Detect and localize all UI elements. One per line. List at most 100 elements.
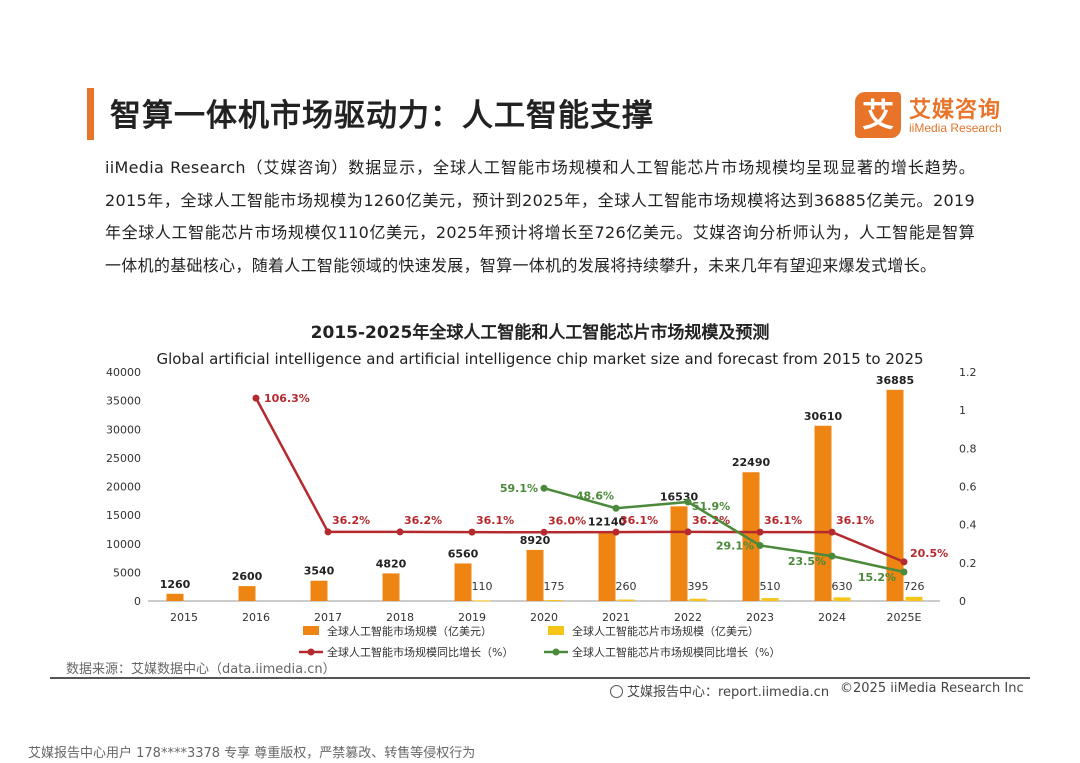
- chip-growth-label: 59.1%: [500, 482, 538, 495]
- x-tick-label: 2024: [818, 611, 846, 624]
- x-tick-label: 2025E: [887, 611, 922, 624]
- x-tick-label: 2022: [674, 611, 702, 624]
- legend-label: 全球人工智能市场规模（亿美元）: [327, 624, 492, 638]
- ai-growth-label: 36.1%: [836, 514, 874, 527]
- x-tick-label: 2015: [170, 611, 198, 624]
- ai-growth-label: 36.0%: [548, 514, 586, 527]
- ai-growth-point: [396, 528, 404, 536]
- ai-market-bar: [742, 472, 760, 601]
- x-tick-label: 2017: [314, 611, 342, 624]
- ai-growth-point: [540, 528, 548, 536]
- chip-market-bar-label: 260: [616, 580, 637, 593]
- globe-icon: [610, 685, 623, 698]
- ai-growth-point: [324, 528, 332, 536]
- ai-market-bar-label: 36885: [876, 374, 914, 387]
- ai-growth-label: 106.3%: [264, 392, 310, 405]
- chip-market-bar-label: 630: [832, 580, 853, 593]
- ai-growth-line: [254, 397, 905, 564]
- ai-market-bar: [454, 563, 472, 601]
- chip-market-bar: [761, 598, 779, 601]
- ai-growth-point: [756, 528, 764, 536]
- legend-swatch-dot: [307, 648, 315, 656]
- chip-growth-label: 23.5%: [788, 555, 826, 568]
- chip-market-bar-label: 175: [544, 580, 565, 593]
- x-tick-label: 2023: [746, 611, 774, 624]
- y-left-tick-label: 35000: [106, 395, 141, 408]
- chip-market-bar-label: 110: [472, 580, 493, 593]
- chip-market-bar-label: 726: [904, 580, 925, 593]
- report-center-link[interactable]: 艾媒报告中心：report.iimedia.cn: [610, 681, 829, 700]
- chart-title: 2015-2025年全球人工智能和人工智能芯片市场规模及预测: [310, 323, 770, 343]
- ai-market-bar: [814, 425, 832, 601]
- ai-market-bar-label: 3540: [304, 565, 335, 578]
- ai-growth-label: 36.1%: [764, 514, 802, 527]
- y-left-tick-label: 0: [134, 595, 141, 608]
- ai-market-bar-label: 2600: [232, 570, 263, 583]
- y-right-tick-label: 0.4: [959, 519, 977, 532]
- title-accent-bar: [87, 88, 94, 140]
- ai-market-bar: [886, 389, 904, 601]
- ai-market-bar-label: 4820: [376, 557, 407, 570]
- y-left-tick-label: 40000: [106, 366, 141, 379]
- ai-market-bar-label: 6560: [448, 547, 479, 560]
- footer-divider: [50, 677, 1030, 679]
- legend-label: 全球人工智能芯片市场规模（亿美元）: [572, 624, 759, 638]
- y-left-tick-label: 5000: [113, 566, 141, 579]
- chip-growth-point: [540, 484, 548, 492]
- logo-mark: 艾: [855, 92, 901, 138]
- chip-growth-line: [543, 487, 905, 574]
- ai-growth-point: [468, 528, 476, 536]
- legend-swatch-bar: [548, 626, 564, 635]
- ai-growth-point: [900, 558, 908, 566]
- chip-growth-point: [612, 504, 620, 512]
- data-source: 数据来源：艾媒数据中心（data.iimedia.cn）: [66, 662, 336, 677]
- ai-growth-point: [828, 528, 836, 536]
- x-tick-label: 2018: [386, 611, 414, 624]
- logo-cn-text: 艾媒咨询: [909, 98, 1002, 123]
- chip-growth-label: 29.1%: [716, 539, 754, 552]
- y-right-tick-label: 0.6: [959, 481, 977, 494]
- x-tick-label: 2021: [602, 611, 630, 624]
- ai-market-bar: [382, 573, 400, 601]
- chip-market-bar-label: 395: [688, 580, 709, 593]
- chip-growth-point: [900, 568, 908, 576]
- chip-market-bar-label: 510: [760, 580, 781, 593]
- y-right-tick-label: 1.2: [959, 366, 977, 379]
- y-right-tick-label: 0: [959, 595, 966, 608]
- y-left-tick-label: 15000: [106, 509, 141, 522]
- ai-market-bar: [598, 531, 616, 601]
- ai-growth-label: 36.2%: [404, 514, 442, 527]
- chip-growth-point: [684, 498, 692, 506]
- ai-growth-point: [684, 528, 692, 536]
- ai-growth-label: 36.2%: [332, 514, 370, 527]
- chip-market-bar: [689, 598, 707, 601]
- x-tick-label: 2020: [530, 611, 558, 624]
- ai-market-bar: [526, 549, 544, 601]
- y-right-tick-label: 0.8: [959, 442, 977, 455]
- ai-market-bar: [238, 586, 256, 601]
- iimedia-logo: 艾 艾媒咨询 iiMedia Research: [855, 92, 1015, 140]
- chip-growth-point: [828, 552, 836, 560]
- chip-market-bar: [545, 599, 563, 601]
- ai-growth-label: 20.5%: [910, 547, 948, 560]
- page-title: 智算一体机市场驱动力：人工智能支撑: [110, 98, 654, 134]
- x-tick-label: 2019: [458, 611, 486, 624]
- chip-growth-label: 48.6%: [576, 489, 614, 502]
- x-tick-label: 2016: [242, 611, 270, 624]
- legend-swatch-bar: [303, 626, 319, 635]
- chip-market-bar: [473, 600, 491, 602]
- legend-label: 全球人工智能芯片市场规模同比增长（%）: [572, 645, 780, 659]
- chip-market-bar: [833, 597, 851, 601]
- ai-market-bar-label: 30610: [804, 410, 843, 423]
- chip-market-bar: [617, 599, 635, 601]
- ai-growth-point: [252, 394, 260, 402]
- y-left-tick-label: 25000: [106, 452, 141, 465]
- chip-growth-point: [756, 541, 764, 549]
- legend-swatch-dot: [552, 648, 560, 656]
- watermark: 艾媒报告中心用户 178****3378 专享 尊重版权，严禁篡改、转售等侵权行…: [28, 746, 476, 761]
- y-left-tick-label: 10000: [106, 538, 141, 551]
- ai-market-bar: [166, 593, 184, 601]
- chip-market-bar: [905, 596, 923, 601]
- ai-market-bar-label: 8920: [520, 534, 551, 547]
